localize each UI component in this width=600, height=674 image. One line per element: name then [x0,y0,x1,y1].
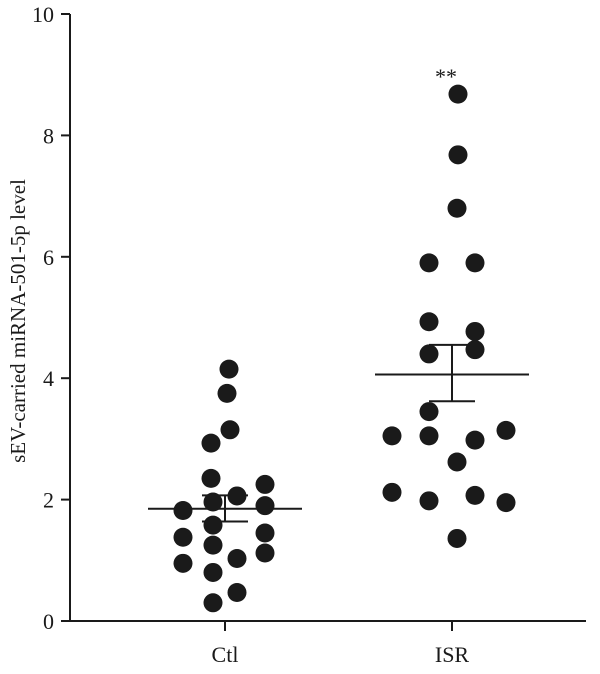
y-tick-label: 8 [43,123,54,148]
data-point-isr [382,426,402,446]
y-tick-label: 4 [43,366,54,391]
data-point-ctl [203,492,223,512]
data-point-isr [447,452,467,472]
data-point-isr [382,482,402,502]
data-point-isr [465,321,485,341]
y-tick-label: 2 [43,488,54,513]
data-point-isr [465,253,485,273]
x-tick-label-isr: ISR [435,642,470,667]
data-point-ctl [217,383,237,403]
data-point-ctl [255,543,275,563]
data-point-ctl [227,582,247,602]
data-point-isr [447,198,467,218]
data-point-ctl [203,593,223,613]
data-point-isr [465,430,485,450]
data-point-isr [465,485,485,505]
data-point-isr [419,491,439,511]
data-point-ctl [201,433,221,453]
data-point-isr [419,402,439,422]
data-point-isr [448,84,468,104]
data-point-ctl [255,474,275,494]
data-point-isr [496,420,516,440]
significance-annotation: ** [435,64,457,89]
data-point-ctl [203,562,223,582]
data-point-ctl [201,468,221,488]
chart-marks: ** [148,64,529,613]
data-point-isr [419,426,439,446]
data-point-ctl [227,548,247,568]
data-point-ctl [173,501,193,521]
data-point-isr [419,344,439,364]
data-point-ctl [255,523,275,543]
y-tick-label: 6 [43,245,54,270]
data-point-isr [447,528,467,548]
y-tick-label: 10 [32,2,54,27]
data-point-ctl [220,420,240,440]
y-axis-label: sEV-carried miRNA-501-5p level [6,179,30,463]
data-point-ctl [203,535,223,555]
data-point-ctl [173,527,193,547]
data-point-isr [496,493,516,513]
data-point-ctl [173,553,193,573]
data-point-isr [448,145,468,165]
data-point-isr [419,253,439,273]
data-point-isr [419,312,439,332]
data-point-ctl [219,359,239,379]
axes: 0 2 4 6 8 10 Ctl ISR [32,2,586,667]
data-point-ctl [203,515,223,535]
data-point-ctl [255,496,275,516]
x-tick-label-ctl: Ctl [212,642,239,667]
data-point-isr [465,340,485,360]
y-tick-label: 0 [43,609,54,634]
